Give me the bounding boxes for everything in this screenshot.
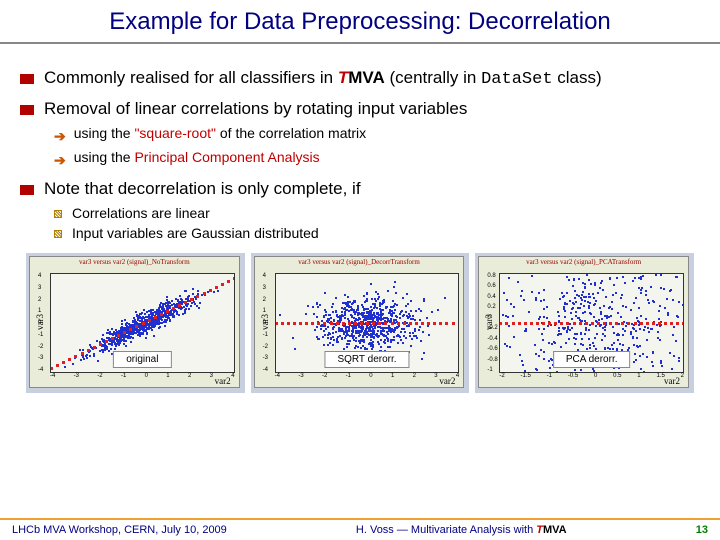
tmva-t: T	[536, 524, 543, 536]
tmva-mva: MVA	[348, 68, 385, 87]
plot-3-yticks: -1-0.8-0.6-0.4-0.200.20.40.60.8	[487, 273, 499, 373]
b1-code: DataSet	[481, 70, 552, 89]
plot-1-xticks: -4-3-2-101234	[50, 373, 235, 381]
content-area: Commonly realised for all classifiers in…	[0, 44, 720, 393]
plot-3: var3 versus var2 (signal)_PCATransform v…	[475, 253, 694, 393]
title-text: Example for Data Preprocessing: Decorrel…	[109, 8, 611, 35]
b2b-pre: using the	[74, 149, 135, 165]
footer-mid-text: H. Voss ― Multivariate Analysis with	[356, 524, 536, 536]
bullet-icon	[20, 185, 34, 195]
tmva-logo: TMVA	[536, 524, 566, 536]
bullet-icon	[20, 74, 34, 84]
plot-2-xticks: -4-3-2-101234	[275, 373, 460, 381]
bullet-2: Removal of linear correlations by rotati…	[20, 99, 700, 119]
plot-3-title: var3 versus var2 (signal)_PCATransform	[479, 258, 688, 266]
plots-row: var3 versus var2 (signal)_NoTransform va…	[20, 245, 700, 393]
b1-post: (centrally in	[385, 68, 481, 87]
tmva-logo: TMVA	[338, 68, 385, 87]
plot-3-area: PCA derorr.	[499, 273, 684, 373]
plot-2-xlabel: var2	[439, 376, 455, 386]
bullet-3a: Correlations are linear	[54, 205, 700, 221]
plot-1-xlabel: var2	[215, 376, 231, 386]
bullet-3b-text: Input variables are Gaussian distributed	[72, 225, 319, 241]
square-icon	[54, 230, 62, 238]
footer: LHCb MVA Workshop, CERN, July 10, 2009 H…	[0, 518, 720, 540]
arrow-icon: ➔	[54, 152, 66, 169]
b2a-pre: using the	[74, 125, 135, 141]
tmva-mva: MVA	[543, 524, 567, 536]
footer-page: 13	[696, 524, 708, 536]
bullet-1: Commonly realised for all classifiers in…	[20, 68, 700, 89]
plot-1-caption: original	[113, 351, 171, 368]
page-title: Example for Data Preprocessing: Decorrel…	[0, 0, 720, 44]
tmva-t: T	[338, 68, 348, 87]
plot-3-frame: var3 versus var2 (signal)_PCATransform v…	[478, 256, 689, 388]
bullet-2b-text: using the Principal Component Analysis	[74, 149, 320, 165]
b2a-hl: "square-root"	[134, 125, 216, 141]
plot-1-area: original	[50, 273, 235, 373]
plot-1-frame: var3 versus var2 (signal)_NoTransform va…	[29, 256, 240, 388]
plot-1: var3 versus var2 (signal)_NoTransform va…	[26, 253, 245, 393]
bullet-2a-text: using the "square-root" of the correlati…	[74, 125, 366, 141]
plot-2-yticks: -4-3-2-101234	[263, 273, 275, 373]
plot-3-caption: PCA derorr.	[553, 351, 631, 368]
bullet-3: Note that decorrelation is only complete…	[20, 179, 700, 199]
plot-2-area: SQRT derorr.	[275, 273, 460, 373]
plot-1-yticks: -4-3-2-101234	[38, 273, 50, 373]
b2a-post: of the correlation matrix	[216, 125, 366, 141]
bullet-2a: ➔ using the "square-root" of the correla…	[54, 125, 700, 145]
bullet-3a-text: Correlations are linear	[72, 205, 210, 221]
plot-3-xticks: -2-1.5-1-0.500.511.52	[499, 373, 684, 381]
bullet-2-text: Removal of linear correlations by rotati…	[44, 99, 467, 119]
plot-1-title: var3 versus var2 (signal)_NoTransform	[30, 258, 239, 266]
bullet-1-text: Commonly realised for all classifiers in…	[44, 68, 602, 89]
plot-2-caption: SQRT derorr.	[324, 351, 409, 368]
square-icon	[54, 210, 62, 218]
bullet-icon	[20, 105, 34, 115]
b1-pre: Commonly realised for all classifiers in	[44, 68, 338, 87]
plot-2-frame: var3 versus var2 (signal)_DecorrTransfor…	[254, 256, 465, 388]
arrow-icon: ➔	[54, 128, 66, 145]
footer-left: LHCb MVA Workshop, CERN, July 10, 2009	[12, 524, 227, 536]
footer-mid: H. Voss ― Multivariate Analysis with TMV…	[227, 524, 696, 536]
plot-2: var3 versus var2 (signal)_DecorrTransfor…	[251, 253, 470, 393]
bullet-2b: ➔ using the Principal Component Analysis	[54, 149, 700, 169]
plot-3-xlabel: var2	[664, 376, 680, 386]
b2b-hl: Principal Component Analysis	[134, 149, 319, 165]
plot-2-title: var3 versus var2 (signal)_DecorrTransfor…	[255, 258, 464, 266]
b1-end: class)	[553, 68, 602, 87]
bullet-3-text: Note that decorrelation is only complete…	[44, 179, 361, 199]
bullet-3b: Input variables are Gaussian distributed	[54, 225, 700, 241]
